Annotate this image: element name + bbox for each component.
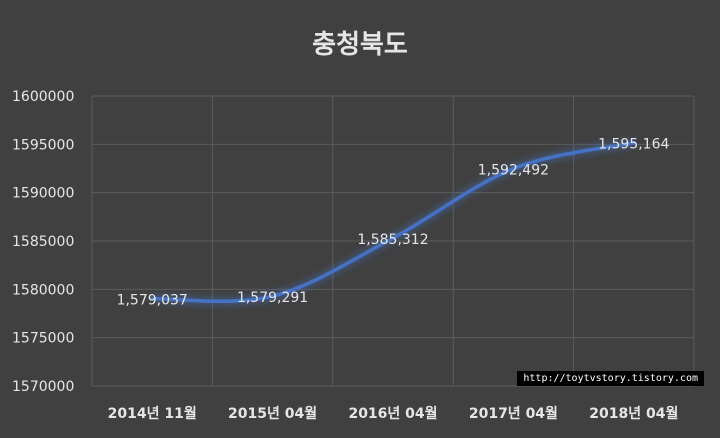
x-tick-label: 2016년 04월 (348, 405, 437, 422)
y-tick-label: 1590000 (12, 186, 74, 202)
x-tick-label: 2017년 04월 (469, 405, 558, 422)
data-label: 1,579,291 (237, 290, 308, 306)
grid-lines (91, 95, 695, 387)
data-point (270, 294, 275, 299)
data-point (150, 296, 155, 301)
data-label: 1,585,312 (357, 232, 428, 248)
y-tick-label: 1575000 (12, 331, 74, 347)
data-point (631, 140, 636, 145)
watermark-url: http://toytvstory.tistory.com (517, 371, 704, 386)
data-point (391, 235, 395, 240)
chart-title: 충청북도 (312, 30, 408, 60)
data-point (511, 166, 516, 171)
data-label: 1,579,037 (117, 293, 188, 309)
data-label: 1,592,492 (478, 163, 549, 179)
x-tick-label: 2015년 04월 (228, 405, 317, 422)
y-axis-ticks: 1600000 1595000 1590000 1585000 1580000 15750… (12, 89, 74, 395)
x-tick-label: 2018년 04월 (589, 405, 678, 422)
series-line-path (152, 141, 635, 304)
series-line (150, 140, 636, 304)
x-axis-ticks: 2014년 11월 2015년 04월 2016년 04월 2017년 04월 2018… (108, 405, 679, 422)
y-tick-label: 1580000 (12, 282, 74, 298)
y-tick-label: 1595000 (12, 137, 74, 153)
data-label: 1,595,164 (598, 137, 669, 153)
y-tick-label: 1570000 (12, 379, 74, 395)
x-tick-label: 2014년 11월 (108, 405, 197, 422)
y-tick-label: 1585000 (12, 234, 74, 250)
y-tick-label: 1600000 (12, 89, 74, 105)
data-labels: 1,579,037 1,579,291 1,585,312 1,592,492 1,59… (117, 137, 670, 309)
